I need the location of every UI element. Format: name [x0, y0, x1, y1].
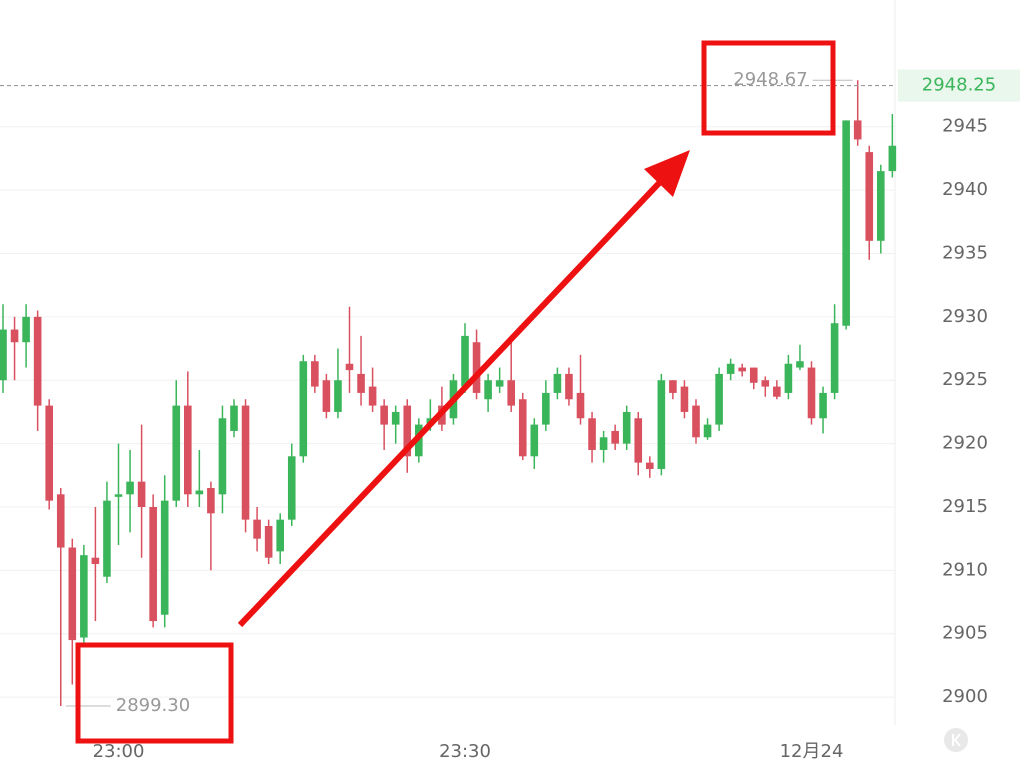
candle-body — [634, 418, 643, 463]
arrow-shaft — [237, 177, 665, 628]
candle-body — [114, 494, 123, 497]
candle-body — [715, 373, 723, 425]
x-tick-label: 12月24 — [780, 741, 844, 762]
candle-body — [726, 363, 735, 374]
candle-body — [68, 547, 77, 641]
min-label: 2899.30 — [116, 695, 190, 716]
y-tick-label: 2910 — [942, 559, 988, 580]
candle-body — [391, 411, 400, 425]
candle-body — [195, 490, 204, 495]
x-tick-label: 23:30 — [439, 741, 491, 762]
candle-body — [10, 329, 19, 343]
candle-body — [530, 424, 539, 457]
candle-body — [692, 405, 700, 438]
x-tick-label: 23:00 — [93, 741, 145, 762]
collapse-icon — [952, 733, 961, 747]
candle-body — [45, 405, 53, 501]
candle-body — [807, 367, 816, 419]
candle-body — [22, 316, 30, 343]
y-tick-label: 2930 — [942, 306, 988, 327]
candle-body — [853, 120, 862, 140]
y-tick-label: 2940 — [942, 179, 988, 200]
candle-body — [103, 500, 111, 577]
candle-body — [507, 380, 515, 406]
candle-body — [888, 145, 897, 172]
candle-body — [218, 418, 227, 495]
y-tick-label: 2925 — [942, 369, 988, 390]
candle-body — [657, 380, 666, 469]
candle-body — [172, 405, 181, 501]
y-tick-label: 2945 — [942, 116, 988, 137]
candle-body — [669, 380, 677, 393]
candle-body — [761, 380, 770, 387]
candle-body — [877, 171, 885, 241]
y-tick-label: 2920 — [942, 433, 988, 454]
candle-body — [334, 380, 342, 412]
candle-body — [287, 456, 296, 520]
candle-body — [611, 430, 619, 444]
candle-body — [160, 500, 169, 615]
highlight-box — [701, 40, 836, 136]
candle-body — [576, 392, 585, 419]
y-tick-label: 2915 — [942, 496, 988, 517]
candle-body — [380, 405, 388, 425]
arrow-head — [644, 150, 690, 197]
candle-body — [553, 373, 562, 393]
candle-body — [599, 437, 608, 450]
candle-body — [137, 481, 146, 507]
candle-body — [495, 380, 504, 387]
candle-body — [56, 494, 65, 548]
candle-body — [738, 367, 746, 372]
candle-body — [622, 411, 631, 444]
candle-body — [276, 519, 284, 552]
candle-body — [773, 386, 781, 397]
candle-body — [461, 335, 469, 387]
user-annotation — [75, 40, 836, 744]
candle-body — [345, 363, 354, 371]
candle-body — [403, 405, 412, 457]
y-tick-label: 2905 — [942, 623, 988, 644]
candle-body — [126, 481, 134, 495]
candle-body — [680, 386, 689, 412]
highlight-box — [75, 642, 234, 744]
candle-body — [368, 386, 377, 406]
candle-body — [842, 120, 850, 326]
last-price-label: 2948.25 — [922, 75, 996, 96]
candle-body — [484, 380, 492, 400]
candle-body — [819, 392, 827, 419]
y-tick-label: 2935 — [942, 242, 988, 263]
candle-body — [207, 487, 215, 514]
candle-body — [565, 373, 573, 400]
candle-body — [542, 392, 550, 425]
candle-body — [830, 323, 839, 393]
candle-body — [0, 329, 7, 381]
candle-body — [184, 405, 192, 495]
candle-body — [241, 405, 250, 520]
candle-body — [322, 380, 331, 412]
y-tick-label: 2900 — [942, 686, 988, 707]
candle-body — [91, 557, 100, 565]
candle-body — [588, 418, 596, 450]
candle-body — [749, 367, 758, 383]
candle-body — [796, 361, 804, 368]
candle-body — [703, 424, 712, 438]
candle-body — [149, 506, 157, 622]
candle-body — [646, 462, 654, 469]
candle-body — [518, 399, 527, 457]
candle-body — [264, 526, 273, 558]
candle-body — [357, 373, 365, 393]
max-label: 2948.67 — [733, 69, 807, 90]
candle-body — [865, 152, 874, 241]
candle-body — [472, 342, 481, 393]
candle-body — [80, 555, 88, 638]
last-price-box — [898, 69, 1020, 102]
candle-body — [311, 361, 319, 387]
candle-body — [253, 519, 261, 539]
candle-body — [230, 405, 238, 431]
candle-body — [33, 316, 42, 406]
candle-body — [784, 363, 793, 393]
candle-body — [299, 361, 308, 457]
